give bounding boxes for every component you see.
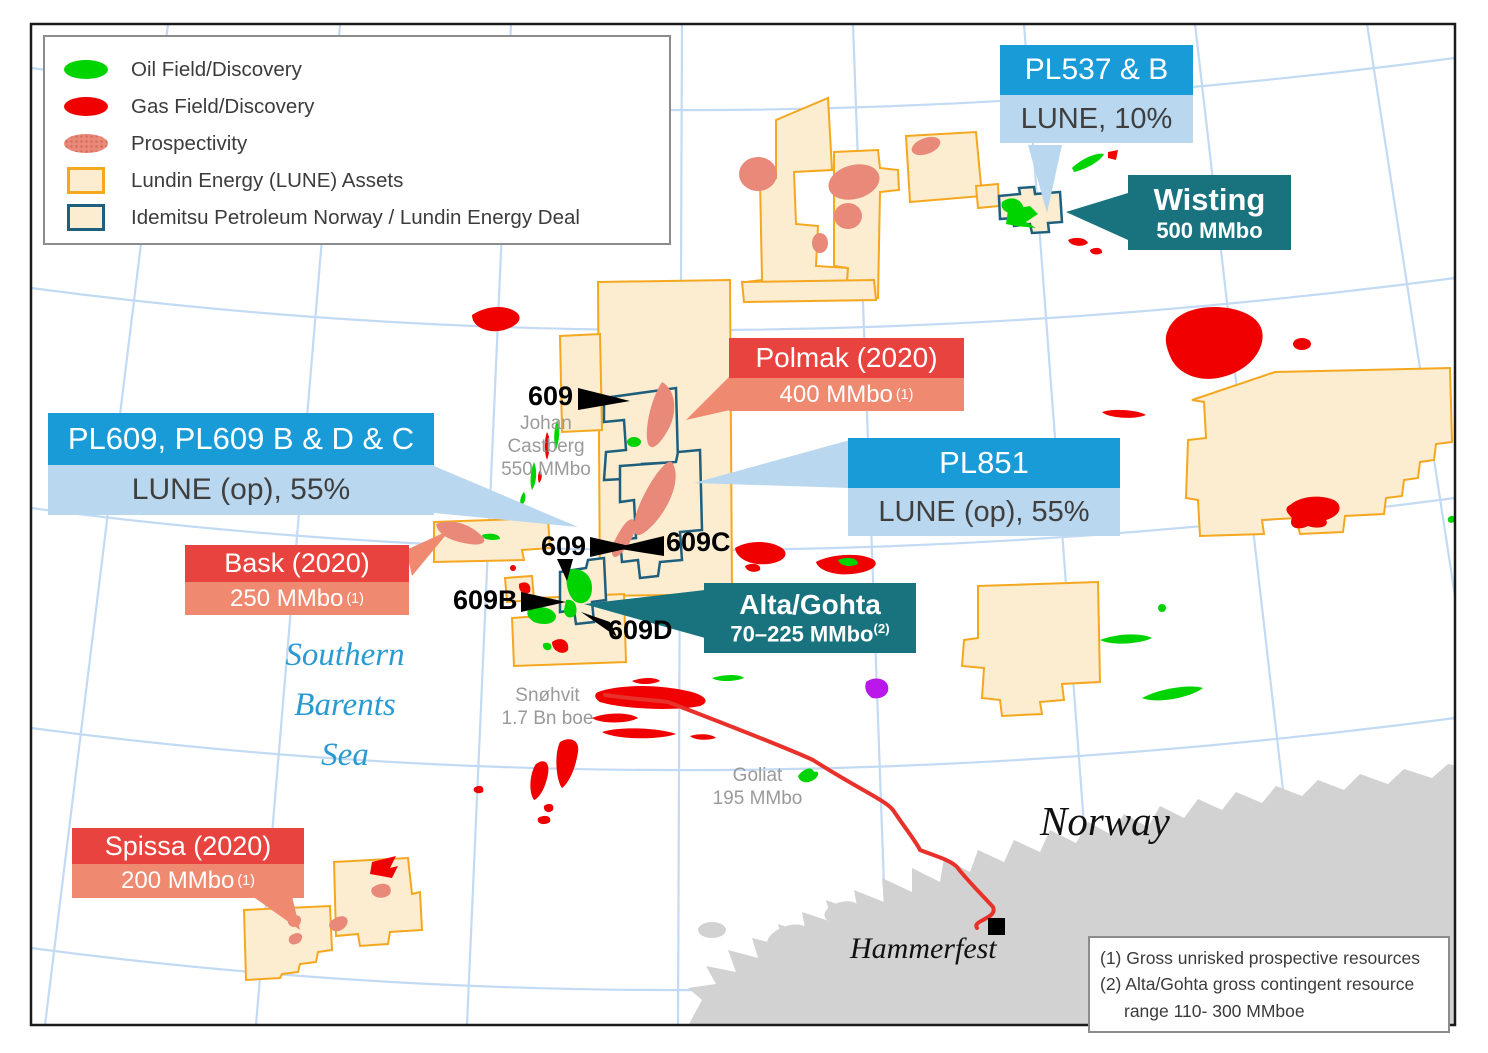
callout-title: Alta/Gohta [739, 588, 881, 620]
callout-polmak: Polmak (2020) 400 MMbo (1) [729, 338, 964, 411]
lune-asset-box-icon [63, 167, 109, 194]
legend-item-deal: Idemitsu Petroleum Norway / Lundin Energ… [63, 199, 651, 236]
callout-title: Spissa (2020) [72, 828, 304, 864]
callout-title: Wisting [1153, 181, 1266, 217]
block-tag-609-south: 609 [541, 531, 587, 561]
label-snohvit: Snøhvit 1.7 Bn boe [501, 685, 594, 729]
callout-title: PL537 & B [1000, 45, 1193, 95]
callout-wisting: Wisting 500 MMbo [1128, 175, 1291, 250]
footnote-2: (2) Alta/Gohta gross contingent resource [1100, 974, 1415, 995]
label-southern-barents-sea: Southern Barents Sea [285, 637, 405, 773]
callout-title: Bask (2020) [185, 545, 409, 582]
legend-box: Oil Field/Discovery Gas Field/Discovery … [43, 35, 671, 245]
oil-ellipse-icon [63, 60, 109, 79]
footnote-2-continued: range 110- 300 MMboe [1124, 1000, 1305, 1021]
block-tag-609b: 609B [453, 585, 518, 615]
block-tag-pointers [521, 388, 664, 637]
callout-spissa: Spissa (2020) 200 MMbo (1) [72, 828, 304, 898]
callout-subtitle: LUNE (op), 55% [48, 465, 434, 515]
prospectivity-ellipse-icon [63, 134, 109, 153]
legend-item-oil: Oil Field/Discovery [63, 51, 651, 88]
legend-label: Idemitsu Petroleum Norway / Lundin Energ… [131, 205, 580, 229]
pipeline-path [603, 693, 996, 930]
callout-pointers [252, 145, 1128, 930]
callout-bask: Bask (2020) 250 MMbo (1) [185, 545, 409, 615]
callout-title: PL851 [848, 438, 1120, 488]
label-johan-castberg: Johan Castberg 550 MMbo [501, 413, 591, 480]
prospectivity-blobs [287, 136, 941, 945]
callout-subtitle: LUNE, 10% [1000, 95, 1193, 143]
footnote-1: (1) Gross unrisked prospective resources [1100, 948, 1420, 968]
callout-alta-gohta: Alta/Gohta 70–225 MMbo(2) [704, 583, 916, 653]
block-tag-609-north: 609 [528, 381, 574, 411]
callout-subtitle: 500 MMbo [1156, 217, 1263, 243]
footnote-box: (1) Gross unrisked prospective resources… [1088, 936, 1450, 1033]
legend-label: Oil Field/Discovery [131, 57, 302, 81]
callout-title: PL609, PL609 B & D & C [48, 413, 434, 465]
legend-item-lune-assets: Lundin Energy (LUNE) Assets [63, 162, 651, 199]
callout-subtitle: LUNE (op), 55% [848, 488, 1120, 536]
callout-subtitle: 200 MMbo (1) [72, 864, 304, 898]
legend-label: Lundin Energy (LUNE) Assets [131, 168, 404, 192]
deal-box-icon [63, 204, 109, 231]
callout-subtitle: 70–225 MMbo(2) [730, 620, 890, 647]
callout-title: Polmak (2020) [729, 338, 964, 378]
legend-item-gas: Gas Field/Discovery [63, 88, 651, 125]
purple-field-shape [865, 678, 889, 699]
map-frame-border [29, 22, 1457, 1027]
callout-subtitle: 250 MMbo (1) [185, 582, 409, 615]
label-goliat: Goliat 195 MMbo [712, 765, 803, 809]
callout-subtitle: 400 MMbo (1) [729, 378, 964, 411]
legend-item-prospectivity: Prospectivity [63, 125, 651, 162]
callout-pl537: PL537 & B LUNE, 10% [1000, 45, 1193, 143]
label-hammerfest: Hammerfest [850, 932, 997, 965]
callout-pl851: PL851 LUNE (op), 55% [848, 438, 1120, 536]
hammerfest-marker [988, 918, 1005, 935]
legend-label: Prospectivity [131, 131, 248, 155]
block-tag-609d: 609D [608, 615, 673, 645]
legend-label: Gas Field/Discovery [131, 94, 315, 118]
oil-field-shapes [482, 153, 1455, 783]
label-norway: Norway [1040, 798, 1170, 844]
gas-field-shapes [370, 150, 1340, 878]
gas-ellipse-icon [63, 97, 109, 116]
block-tag-609c: 609C [666, 527, 731, 557]
callout-pl609: PL609, PL609 B & D & C LUNE (op), 55% [48, 413, 434, 515]
